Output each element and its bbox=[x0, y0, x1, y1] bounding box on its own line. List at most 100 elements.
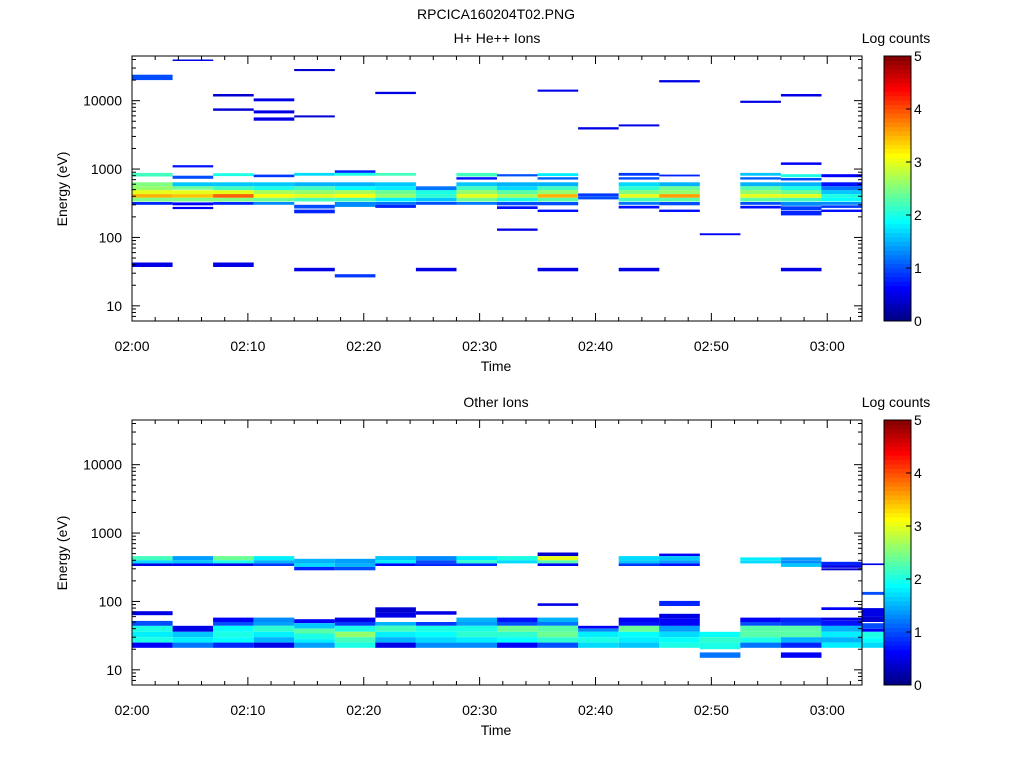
heatmap-cell bbox=[780, 637, 822, 643]
heatmap-cell bbox=[618, 177, 660, 180]
heatmap-cell bbox=[132, 74, 173, 81]
heatmap-cell bbox=[537, 563, 579, 566]
panel-other-ions: Other Ions 02:00 02:10 02:20 02:30 02:40 02:5… bbox=[54, 394, 930, 738]
colorbar-segment bbox=[884, 64, 911, 70]
heatmap-cell bbox=[780, 178, 822, 181]
heatmap-cell bbox=[659, 563, 700, 566]
heatmap-cell bbox=[821, 617, 862, 621]
heatmap-cell bbox=[618, 197, 660, 202]
colorbar-segment bbox=[884, 640, 911, 646]
heatmap-cell bbox=[415, 631, 457, 638]
heatmap-cell bbox=[213, 173, 254, 177]
heatmap-cell bbox=[780, 631, 822, 638]
heatmap-cell bbox=[213, 94, 254, 97]
colorbar-segment bbox=[884, 587, 911, 593]
colorbar-segment bbox=[884, 188, 911, 194]
heatmap-cell bbox=[456, 190, 497, 195]
colorbar-segment bbox=[884, 473, 911, 478]
heatmap-cell bbox=[821, 565, 862, 568]
heatmap-cell bbox=[659, 194, 700, 198]
heatmap-cell bbox=[253, 197, 295, 202]
y-axis: 10 100 1000 10000 bbox=[83, 58, 862, 322]
colorbar-segment bbox=[884, 223, 911, 229]
y-tick-label: 1000 bbox=[91, 161, 122, 177]
colorbar-segment bbox=[884, 614, 911, 620]
heatmap-cell bbox=[213, 642, 254, 648]
colorbar-segment bbox=[884, 228, 911, 234]
colorbar-segment bbox=[884, 73, 911, 79]
heatmap-cell bbox=[172, 560, 214, 564]
heatmap-cell bbox=[537, 182, 579, 187]
heatmap-cell bbox=[821, 174, 862, 178]
heatmap-cell bbox=[537, 173, 579, 177]
colorbar-segment bbox=[884, 170, 911, 176]
colorbar-segment bbox=[884, 206, 911, 211]
colorbar-segment bbox=[884, 82, 911, 88]
colorbar-segment bbox=[884, 609, 911, 615]
colorbar-segment bbox=[884, 654, 911, 659]
heatmap-cell bbox=[780, 194, 822, 198]
heatmap-cell bbox=[334, 170, 376, 173]
heatmap-cell bbox=[415, 197, 457, 202]
heatmap-cell bbox=[740, 557, 781, 561]
heatmap-cell bbox=[821, 625, 862, 632]
panel-title: Other Ions bbox=[463, 394, 528, 410]
colorbar-segment bbox=[884, 126, 911, 132]
colorbar-segment bbox=[884, 490, 911, 496]
heatmap-cell bbox=[334, 637, 376, 643]
heatmap-cell bbox=[375, 186, 416, 191]
colorbar-tick-label: 3 bbox=[914, 154, 922, 170]
heatmap-cell bbox=[172, 563, 214, 566]
colorbar-segment bbox=[884, 437, 911, 443]
heatmap-cell bbox=[334, 197, 376, 202]
heatmap-cell bbox=[132, 631, 173, 638]
colorbar-segment bbox=[884, 433, 911, 439]
heatmap-cell bbox=[497, 194, 538, 198]
heatmap-cell bbox=[415, 642, 457, 648]
x-tick-label: 02:20 bbox=[346, 338, 381, 354]
figure-title: RPCICA160204T02.PNG bbox=[417, 6, 575, 22]
heatmap-cell bbox=[132, 642, 173, 648]
colorbar-segment bbox=[884, 662, 911, 668]
colorbar-segment bbox=[884, 272, 911, 278]
heatmap-cell bbox=[659, 202, 700, 206]
heatmap-cell bbox=[659, 560, 700, 564]
heatmap-cell bbox=[699, 631, 741, 638]
y-tick-label: 1000 bbox=[91, 525, 122, 541]
heatmap-cell bbox=[172, 206, 214, 210]
heatmap-cell bbox=[375, 556, 416, 561]
heatmap-cell bbox=[213, 108, 254, 111]
heatmap-cell bbox=[375, 637, 416, 643]
heatmap-cell bbox=[497, 228, 538, 231]
heatmap-cell bbox=[172, 190, 214, 195]
heatmap-cell bbox=[294, 558, 335, 564]
heatmap-cell bbox=[375, 563, 416, 566]
heatmap-cell bbox=[375, 642, 416, 648]
heatmap-cell bbox=[780, 202, 822, 206]
heatmap-cell bbox=[132, 186, 173, 191]
heatmap-cell bbox=[456, 202, 497, 205]
heatmap-cell bbox=[334, 566, 376, 571]
colorbar-segment bbox=[884, 592, 911, 598]
colorbar-segment bbox=[884, 499, 911, 505]
colorbar-segment bbox=[884, 468, 911, 474]
heatmap-cell bbox=[862, 631, 903, 638]
colorbar-segment bbox=[884, 215, 911, 220]
y-tick-label: 10000 bbox=[83, 93, 122, 109]
heatmap-cell bbox=[415, 560, 457, 564]
heatmap-cell bbox=[253, 190, 295, 195]
heatmap-cell bbox=[456, 186, 497, 191]
colorbar-segment bbox=[884, 508, 911, 514]
heatmap-cell bbox=[821, 182, 862, 187]
x-tick-label: 02:20 bbox=[346, 702, 381, 718]
heatmap-cell bbox=[740, 622, 781, 626]
colorbar-segment bbox=[884, 250, 911, 256]
heatmap-cell bbox=[821, 637, 862, 643]
colorbar-segment bbox=[884, 294, 911, 300]
colorbar-segment bbox=[884, 281, 911, 287]
heatmap-cell bbox=[375, 560, 416, 564]
heatmap-cell bbox=[213, 190, 254, 195]
x-tick-label: 02:00 bbox=[114, 338, 149, 354]
heatmap-cell bbox=[253, 631, 295, 638]
heatmap-cell bbox=[456, 172, 497, 177]
